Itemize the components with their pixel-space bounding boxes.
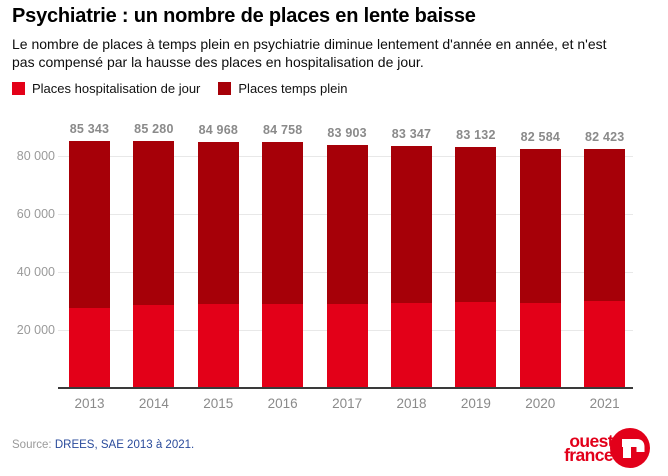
legend-swatch-icon xyxy=(12,82,25,95)
x-axis-label: 2017 xyxy=(332,396,363,411)
legend-label: Places hospitalisation de jour xyxy=(32,81,201,96)
x-axis-label: 2018 xyxy=(396,396,427,411)
x-axis-label: 2016 xyxy=(267,396,298,411)
x-axis-label: 2019 xyxy=(460,396,491,411)
ouest-france-logo-text: ouest france xyxy=(564,430,614,465)
page-title: Psychiatrie : un nombre de places en len… xyxy=(12,5,476,27)
bar-segment-hospitalisation-jour xyxy=(455,302,497,388)
bar-segment-hospitalisation-jour xyxy=(69,307,110,388)
y-axis-label: 20 000 xyxy=(16,322,55,337)
y-axis-label: 60 000 xyxy=(16,206,55,221)
logo-line2: france xyxy=(564,445,614,465)
x-axis-label: 2021 xyxy=(589,396,620,411)
bar-value-label: 85 343 xyxy=(69,121,110,136)
bar-value-label: 84 758 xyxy=(262,123,303,138)
y-axis-label: 40 000 xyxy=(16,264,55,279)
bar-segment-temps-plein xyxy=(519,148,561,304)
bar-segment-temps-plein xyxy=(197,141,239,305)
bar-value-label: 82 584 xyxy=(520,129,561,144)
source-text: DREES, SAE 2013 à 2021. xyxy=(54,439,195,451)
bar-segment-temps-plein xyxy=(262,142,304,304)
legend-item: Places temps plein xyxy=(218,81,348,96)
bar-value-label: 83 347 xyxy=(391,127,432,142)
bar-segment-temps-plein xyxy=(326,144,368,304)
x-axis-label: 2020 xyxy=(525,396,556,411)
bar-value-label: 85 280 xyxy=(134,121,174,136)
source-label: Source: xyxy=(12,439,52,451)
bar-value-label: 82 423 xyxy=(584,129,625,144)
ouest-france-logo: ouest france xyxy=(564,428,650,468)
bar-segment-temps-plein xyxy=(69,140,110,308)
bar-segment-hospitalisation-jour xyxy=(391,302,432,388)
bar-segment-hospitalisation-jour xyxy=(519,303,561,388)
legend-label: Places temps plein xyxy=(238,81,348,96)
axis-baseline xyxy=(58,387,633,389)
y-axis-label: 80 000 xyxy=(16,148,55,163)
page-subtitle: Le nombre de places à temps plein en psy… xyxy=(12,36,607,71)
ouest-france-logo-icon xyxy=(610,428,650,468)
bar-segment-hospitalisation-jour xyxy=(262,303,304,388)
bar-value-label: 83 903 xyxy=(327,125,367,140)
x-axis-label: 2015 xyxy=(203,396,234,411)
bar-value-label: 83 132 xyxy=(456,127,496,142)
legend-swatch-icon xyxy=(218,82,232,95)
source-line: Source: DREES, SAE 2013 à 2021. xyxy=(12,439,194,451)
bar-segment-temps-plein xyxy=(584,148,626,302)
legend-item: Places hospitalisation de jour xyxy=(12,81,200,96)
bar-segment-temps-plein xyxy=(133,140,175,306)
x-axis-label: 2013 xyxy=(74,396,105,411)
bar-segment-hospitalisation-jour xyxy=(584,301,626,388)
bar-segment-hospitalisation-jour xyxy=(133,305,175,388)
bar-segment-temps-plein xyxy=(391,146,432,303)
bar-segment-hospitalisation-jour xyxy=(326,303,368,388)
bar-segment-temps-plein xyxy=(455,146,497,303)
bar-segment-hospitalisation-jour xyxy=(197,304,239,388)
bar-value-label: 84 968 xyxy=(198,122,239,137)
logo-line1: ouest xyxy=(569,430,613,451)
x-axis-label: 2014 xyxy=(138,396,169,411)
chart-legend: Places hospitalisation de jour Places tem… xyxy=(12,81,348,96)
